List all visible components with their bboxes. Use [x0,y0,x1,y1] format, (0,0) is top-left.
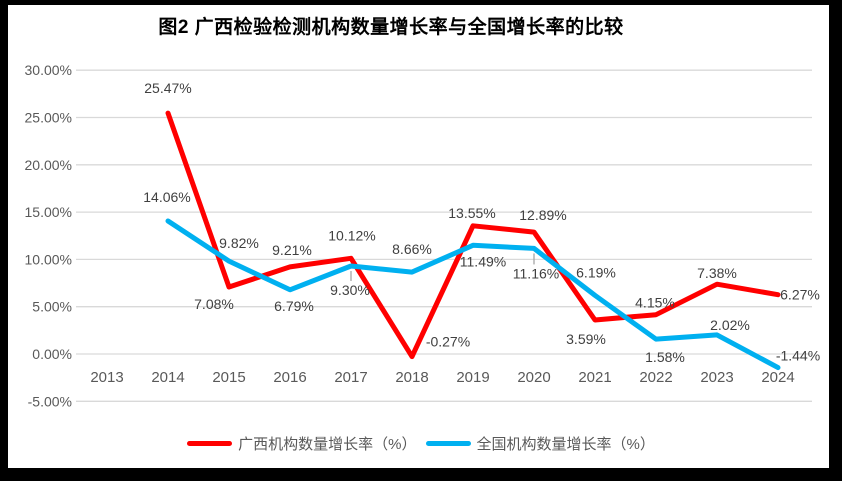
x-axis-tick-label: 2014 [151,369,184,386]
data-label-guangxi-2017: 10.12% [328,227,375,243]
chart-title: 图2 广西检验检测机构数量增长率与全国增长率的比较 [158,17,624,38]
data-label-guangxi-2022: 4.15% [635,295,675,311]
data-label-guangxi-2018: -0.27% [426,334,470,350]
y-axis-tick-label: 30.00% [25,62,72,78]
data-label-guangxi-2020: 12.89% [519,207,566,223]
data-label-guangxi-2019: 13.55% [448,205,495,221]
data-label-national-2021: 6.19% [576,264,616,280]
x-axis-tick-label: 2013 [90,369,123,386]
legend-label-guangxi: 广西机构数量增长率（%） [238,436,417,453]
legend-swatch-national [425,441,471,446]
series-lines [165,110,781,371]
x-axis-tick-label: 2015 [212,369,245,386]
x-axis-tick-label: 2016 [273,369,306,386]
y-axis-tick-label: 15.00% [25,204,72,220]
y-axis-tick-label: 10.00% [25,251,72,267]
data-label-national-2019: 11.49% [460,253,506,269]
x-axis-tick-label: 2019 [456,369,489,386]
line-chart: 30.00% 25.00% 20.00% 15.00% 10.00% 5.00% 0.00%… [25,62,821,409]
y-axis-tick-label: 20.00% [25,157,72,173]
data-label-guangxi-2015: 7.08% [194,296,234,312]
data-label-guangxi-2014: 25.47% [144,80,191,96]
data-label-national-2017: 9.30% [330,282,370,298]
y-axis-tick-label: -5.00% [28,393,72,409]
legend-item-national: 全国机构数量增长率（%） [425,433,655,454]
y-axis-tick-label: 25.00% [25,110,72,126]
data-label-national-2018: 8.66% [392,241,432,257]
data-label-national-2022: 1.58% [645,349,685,365]
data-label-national-2016: 6.79% [274,298,314,314]
x-axis-tick-label: 2020 [517,369,550,386]
series-line-national [165,218,781,371]
y-axis-tick-label: 5.00% [32,299,72,315]
data-labels: 25.47% 7.08% 9.21% 10.12% -0.27% 13.55% 12.89%… [143,80,820,365]
data-label-national-2015: 9.82% [219,235,259,251]
x-axis-tick-label: 2018 [395,369,428,386]
data-label-national-2023: 2.02% [710,317,750,333]
series-line-guangxi [165,110,781,360]
data-label-national-2020: 11.16% [513,265,559,281]
legend-swatch-guangxi [187,441,233,446]
legend-item-guangxi: 广西机构数量增长率（%） [187,433,417,454]
legend-label-national: 全国机构数量增长率（%） [476,436,655,453]
x-axis-tick-label: 2022 [639,369,672,386]
x-axis-tick-label: 2024 [761,369,794,386]
data-label-guangxi-2024: 6.27% [780,287,820,303]
y-axis-tick-label: 0.00% [32,346,72,362]
data-label-guangxi-2023: 7.38% [697,265,737,281]
x-axis-tick-label: 2023 [700,369,733,386]
data-label-guangxi-2021: 3.59% [566,331,606,347]
x-axis-tick-label: 2017 [334,369,367,386]
legend: 广西机构数量增长率（%） 全国机构数量增长率（%） [0,433,842,454]
x-axis-tick-label: 2021 [578,369,611,386]
data-label-guangxi-2016: 9.21% [272,242,312,258]
data-label-national-2024: -1.44% [776,348,820,364]
y-axis: 30.00% 25.00% 20.00% 15.00% 10.00% 5.00% 0.00%… [25,62,72,409]
data-label-national-2014: 14.06% [143,189,190,205]
x-axis: 2013 2014 2015 2016 2017 2018 2019 2020 2021 2022… [90,369,794,386]
